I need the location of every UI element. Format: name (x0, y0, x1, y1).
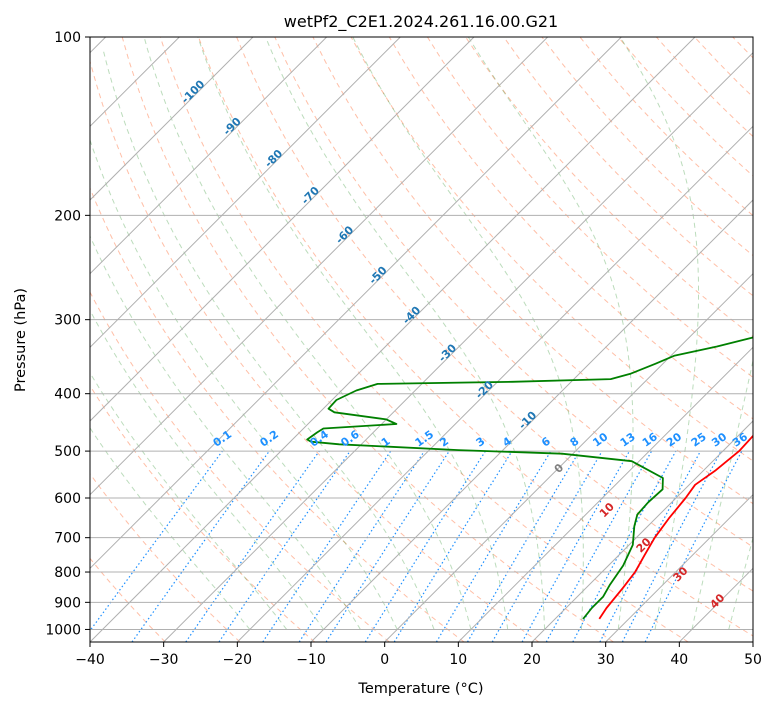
isotherm-line (90, 37, 549, 496)
moist-adiabat-line (90, 309, 324, 630)
x-tick-label: −30 (149, 652, 179, 668)
dry-adiabat-line (159, 37, 689, 642)
mixing-ratio-line (298, 450, 425, 642)
mixing-ratio-line (262, 450, 392, 642)
moist-adiabat-line (691, 358, 753, 630)
mixing-ratio-line (131, 450, 270, 642)
x-tick-label: −20 (223, 652, 253, 668)
y-axis: 100 200 300 400 500 600 700 800 900 1000 (45, 30, 90, 638)
y-axis-label: Pressure (hPa) (13, 288, 29, 392)
x-tick-label: −10 (296, 652, 326, 668)
mixing-ratio-line (90, 450, 223, 632)
background-lines (90, 37, 753, 642)
x-tick-label: −40 (75, 652, 105, 668)
mixing-ratio-line (393, 450, 513, 642)
moist-adiabat-line (352, 37, 584, 630)
dry-adiabat-line (312, 37, 753, 505)
isotherm-line (163, 51, 753, 642)
dry-adiabat-line (90, 59, 540, 642)
y-tick-label: 100 (54, 30, 81, 46)
isotherm-line (90, 37, 696, 642)
y-tick-label: 1000 (45, 622, 81, 638)
dewpoint-profile-line (306, 336, 753, 620)
dry-adiabat-line (90, 291, 390, 642)
y-tick-label: 400 (54, 387, 81, 403)
plot-frame (89, 36, 754, 643)
y-tick-label: 300 (54, 313, 81, 329)
dry-adiabat-line (90, 557, 166, 642)
dry-adiabat-line (90, 472, 241, 642)
y-tick-label: 700 (54, 531, 81, 547)
chart-title: wetPf2_C2E1.2024.261.16.00.G21 (284, 12, 558, 32)
x-tick-label: 20 (523, 652, 541, 668)
isotherm-line (236, 125, 753, 642)
mixing-ratio-line (185, 450, 320, 642)
dry-adiabat-line (503, 37, 753, 297)
moist-adiabat-line (90, 138, 398, 630)
y-tick-label: 500 (54, 444, 81, 460)
isotherm-line (90, 37, 622, 570)
moist-adiabat-line (619, 37, 699, 630)
dry-adiabat-line (90, 384, 316, 642)
y-tick-label: 800 (54, 565, 81, 581)
moist-adiabat-line (467, 37, 634, 630)
data-series (306, 336, 753, 620)
y-tick-label: 200 (54, 208, 81, 224)
isotherm-line (90, 37, 328, 275)
temperature-profile-line (598, 434, 753, 620)
isotherm-line (605, 493, 753, 642)
isotherm-line (90, 37, 401, 349)
dry-adiabat-line (350, 37, 753, 462)
dry-adiabat-line (465, 37, 753, 338)
x-axis-label: Temperature (°C) (357, 681, 483, 697)
x-tick-label: 10 (449, 652, 467, 668)
dry-adiabat-line (90, 186, 465, 642)
x-tick-label: 30 (597, 652, 615, 668)
mixing-ratio-line (325, 450, 450, 642)
x-tick-label: 50 (744, 652, 762, 668)
x-axis: −40 −30 −20 −10 0 10 20 30 40 50 (75, 642, 762, 668)
mixing-ratio-line (644, 450, 743, 642)
mixing-ratio-line (521, 450, 631, 642)
dry-adiabat-line (236, 37, 753, 592)
mixing-ratio-line (572, 450, 677, 642)
y-tick-label: 600 (54, 491, 81, 507)
x-tick-label: 0 (380, 652, 389, 668)
y-tick-label: 900 (54, 595, 81, 611)
x-tick-label: 40 (670, 652, 688, 668)
mixing-ratio-line (545, 450, 653, 642)
dry-adiabat-line (274, 37, 753, 548)
moist-adiabat-line (102, 49, 435, 630)
moist-adiabat-line (197, 37, 509, 630)
dry-adiabat-line (388, 37, 753, 420)
isotherm-line (90, 37, 254, 201)
isotherm-line (310, 199, 753, 642)
isotherm-line (384, 272, 753, 642)
isotherm-line (457, 346, 753, 642)
mixing-ratio-line (218, 450, 351, 642)
moist-adiabat-line (265, 37, 546, 630)
dry-adiabat-line (121, 37, 614, 642)
isotherm-line (90, 37, 475, 422)
